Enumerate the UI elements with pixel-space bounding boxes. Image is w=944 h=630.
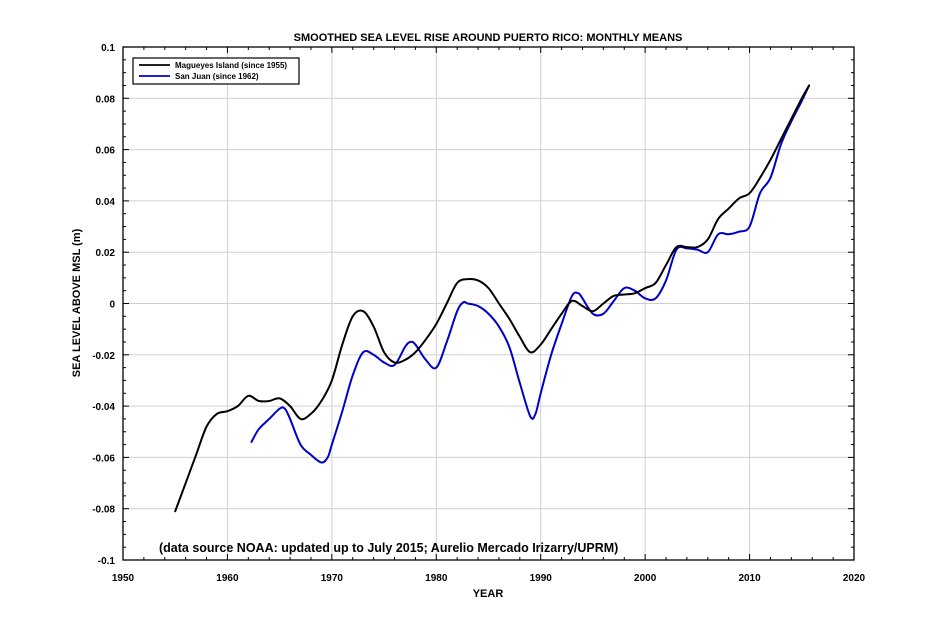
legend-box [132, 57, 300, 85]
x-axis-label: YEAR [473, 588, 504, 600]
legend: Magueyes Island (since 1955) San Juan (s… [132, 57, 300, 85]
tick-layer: 1950 1960 1970 1980 1990 2000 2010 2020 -0.1 -0.0… [92, 43, 865, 584]
y-tick-label: -0.06 [92, 453, 115, 464]
x-tick-label: 1990 [530, 573, 553, 584]
y-tick-label: 0.04 [96, 197, 116, 208]
y-tick-label: -0.08 [92, 505, 115, 516]
y-tick-label: -0.04 [92, 402, 115, 413]
data-source-annotation: (data source NOAA: updated up to July 20… [159, 541, 618, 555]
grid-layer [123, 47, 854, 560]
x-tick-label: 1960 [216, 573, 239, 584]
series-line-magueyes-island [174, 84, 811, 513]
y-tick-label: 0.1 [101, 43, 115, 54]
x-tick-label: 1980 [425, 573, 448, 584]
x-tick-label: 1970 [321, 573, 344, 584]
series-line-san-juan [250, 84, 811, 464]
y-tick-label: 0.02 [96, 248, 116, 259]
y-tick-label: -0.1 [98, 556, 116, 567]
x-tick-label: 2020 [843, 573, 866, 584]
x-tick-label: 1950 [112, 573, 135, 584]
chart-title: SMOOTHED SEA LEVEL RISE AROUND PUERTO RI… [294, 32, 683, 44]
y-tick-label: 0 [109, 300, 115, 311]
y-axis-label: SEA LEVEL ABOVE MSL (m) [71, 228, 83, 377]
x-tick-label: 2010 [738, 573, 761, 584]
x-tick-label: 2000 [634, 573, 657, 584]
y-tick-label: 0.06 [96, 146, 116, 157]
series-layer [174, 84, 811, 513]
y-tick-label: -0.02 [92, 351, 115, 362]
legend-label-san-juan: San Juan (since 1962) [175, 72, 259, 81]
legend-label-magueyes: Magueyes Island (since 1955) [175, 61, 287, 70]
y-tick-label: 0.08 [96, 94, 116, 105]
